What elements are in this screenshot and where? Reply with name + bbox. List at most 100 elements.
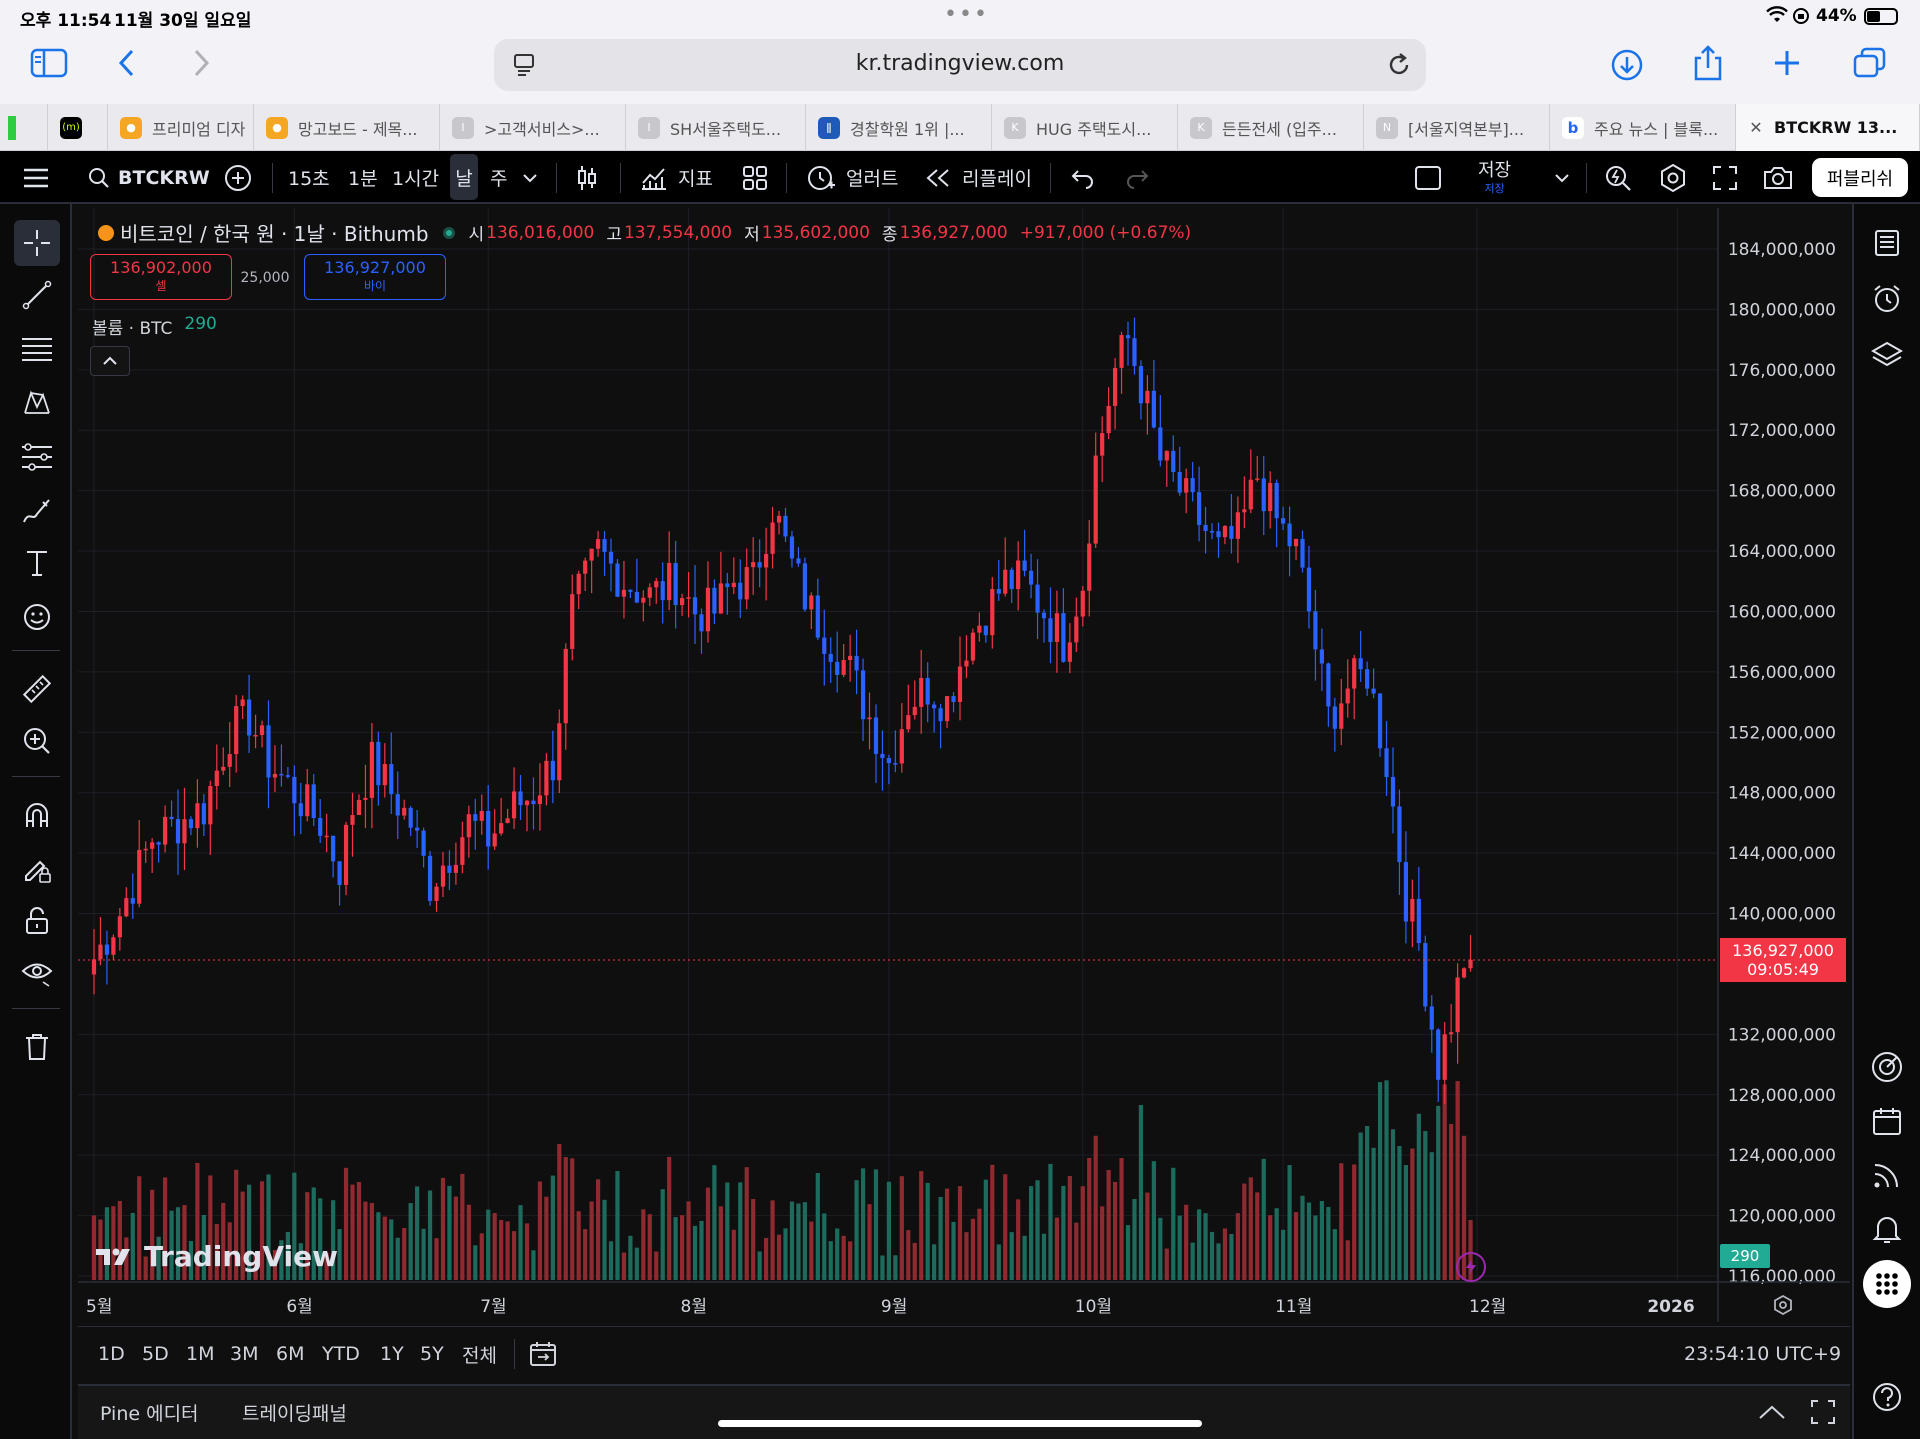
price-chart[interactable]: 184,000,000 180,000,000 176,000,000 172,000… (78, 208, 1850, 1322)
volume-bar (1235, 1213, 1240, 1280)
layouts-icon[interactable] (742, 151, 768, 204)
lightning-icon[interactable] (1456, 1252, 1486, 1282)
crosshair-icon[interactable] (14, 220, 60, 266)
tab-3[interactable]: I >고객서비스>... (440, 104, 626, 151)
symbol-search-button[interactable]: BTCKRW (88, 151, 210, 204)
projection-icon[interactable] (14, 434, 60, 480)
buy-button[interactable]: 136,927,000 바이 (304, 254, 446, 300)
redo-icon[interactable] (1124, 151, 1150, 204)
interval-week[interactable]: 주 (490, 168, 508, 190)
tab-1[interactable]: ● 프리미엄 디자 (108, 104, 254, 151)
range-5d[interactable]: 5D (142, 1343, 169, 1365)
panel-expand-icon[interactable] (1758, 1386, 1786, 1438)
layout-box-icon[interactable] (1414, 151, 1442, 204)
lock-drawing-icon[interactable] (14, 846, 60, 892)
layers-icon[interactable] (1864, 332, 1910, 378)
close-icon[interactable]: ✕ (1749, 118, 1763, 137)
range-1m[interactable]: 1M (186, 1343, 215, 1365)
reload-icon[interactable] (1386, 51, 1412, 83)
reader-icon[interactable] (512, 52, 536, 82)
tab-5[interactable]: ǁ 경찰학원 1위 |... (806, 104, 992, 151)
watchlist-icon[interactable] (1864, 220, 1910, 266)
tradingview-watermark[interactable]: TradingView (94, 1240, 338, 1273)
magnet-icon[interactable] (14, 792, 60, 838)
candle-body (343, 824, 349, 885)
downloads-icon[interactable] (1610, 48, 1644, 86)
emoji-icon[interactable] (14, 594, 60, 640)
calendar-icon[interactable] (1864, 1098, 1910, 1144)
settings-icon[interactable] (1658, 151, 1688, 204)
tab-pinned[interactable] (0, 104, 48, 151)
help-icon[interactable] (1864, 1374, 1910, 1420)
zoom-in-icon[interactable] (14, 718, 60, 764)
range-1d[interactable]: 1D (98, 1343, 125, 1365)
share-icon[interactable] (1692, 44, 1724, 86)
interval-1m[interactable]: 1분 (348, 168, 378, 190)
tab-2[interactable]: ● 망고보드 - 제목... (254, 104, 440, 151)
trend-line-icon[interactable] (14, 272, 60, 318)
alerts-clock-icon[interactable] (1864, 276, 1910, 322)
news-feed-icon[interactable] (1864, 1152, 1910, 1198)
sidebar-toggle-icon[interactable] (30, 48, 68, 82)
volume-legend[interactable]: 볼륨 · BTC 290 (92, 314, 217, 339)
hotlist-icon[interactable] (1864, 1044, 1910, 1090)
range-5y[interactable]: 5Y (420, 1343, 444, 1365)
unlock-icon[interactable] (14, 898, 60, 944)
new-tab-icon[interactable] (1772, 48, 1802, 82)
interval-day[interactable]: 날 (450, 154, 478, 200)
address-bar[interactable]: kr.tradingview.com (494, 39, 1426, 91)
brush-icon[interactable] (14, 488, 60, 534)
tab-8[interactable]: N [서울지역본부]... (1364, 104, 1550, 151)
goto-date-icon[interactable] (528, 1327, 558, 1381)
panel-maximize-icon[interactable] (1810, 1386, 1836, 1438)
legend-title[interactable]: 비트코인 / 한국 원 · 1날 · Bithumb (120, 222, 429, 246)
save-button[interactable]: 저장 저장 (1478, 151, 1511, 204)
indicators-button[interactable]: 지표 (640, 151, 713, 204)
compare-add-icon[interactable] (224, 151, 252, 204)
ruler-icon[interactable] (14, 666, 60, 712)
interval-1h[interactable]: 1시간 (392, 168, 440, 190)
chart-pane[interactable]: 184,000,000 180,000,000 176,000,000 172,000… (78, 208, 1850, 1322)
apps-grid-icon[interactable] (1863, 1260, 1911, 1308)
replay-button[interactable]: 리플레이 (924, 151, 1032, 204)
camera-icon[interactable] (1762, 151, 1794, 204)
save-dropdown-icon[interactable] (1554, 151, 1570, 204)
quick-search-icon[interactable] (1604, 151, 1632, 204)
trading-panel-tab[interactable]: 트레이딩패널 (242, 1402, 347, 1425)
notifications-bell-icon[interactable] (1864, 1206, 1910, 1252)
fib-lines-icon[interactable] (14, 326, 60, 372)
forward-icon[interactable] (190, 48, 212, 82)
range-1y[interactable]: 1Y (380, 1343, 404, 1365)
publish-button[interactable]: 퍼블리쉬 (1812, 158, 1908, 197)
range-all[interactable]: 전체 (462, 1344, 497, 1367)
collapse-legend-button[interactable] (90, 346, 130, 376)
undo-icon[interactable] (1070, 151, 1096, 204)
tab-7[interactable]: K 든든전세 (입주... (1178, 104, 1364, 151)
tab-9[interactable]: b 주요 뉴스 | 블록... (1550, 104, 1736, 151)
tab-6[interactable]: K HUG 주택도시... (992, 104, 1178, 151)
range-3m[interactable]: 3M (230, 1343, 259, 1365)
candles-icon[interactable] (576, 151, 598, 204)
multitask-dots[interactable]: ••• (944, 2, 989, 27)
tab-active[interactable]: ✕ BTCKRW 13... (1736, 104, 1920, 151)
alert-button[interactable]: 얼러트 (806, 151, 898, 204)
pine-editor-tab[interactable]: Pine 에디터 (100, 1402, 199, 1425)
text-tool-icon[interactable] (14, 540, 60, 586)
sell-button[interactable]: 136,902,000 셀 (90, 254, 232, 300)
tab-4[interactable]: I SH서울주택도... (626, 104, 806, 151)
interval-dropdown-icon[interactable] (522, 151, 538, 204)
interval-15s[interactable]: 15초 (288, 168, 330, 190)
trash-icon[interactable] (14, 1024, 60, 1070)
eye-icon[interactable] (14, 950, 60, 996)
fullscreen-icon[interactable] (1712, 151, 1738, 204)
tab-pinned-badge[interactable]: (m) (48, 104, 108, 151)
axis-settings-icon[interactable] (1772, 1294, 1794, 1320)
pattern-icon[interactable] (14, 380, 60, 426)
tab-overview-icon[interactable] (1852, 46, 1888, 84)
menu-icon[interactable] (22, 151, 50, 204)
clock-timezone[interactable]: 23:54:10 UTC+9 (1684, 1343, 1842, 1365)
range-6m[interactable]: 6M (276, 1343, 305, 1365)
range-ytd[interactable]: YTD (322, 1343, 360, 1365)
back-icon[interactable] (116, 48, 138, 82)
home-indicator[interactable] (718, 1420, 1202, 1427)
